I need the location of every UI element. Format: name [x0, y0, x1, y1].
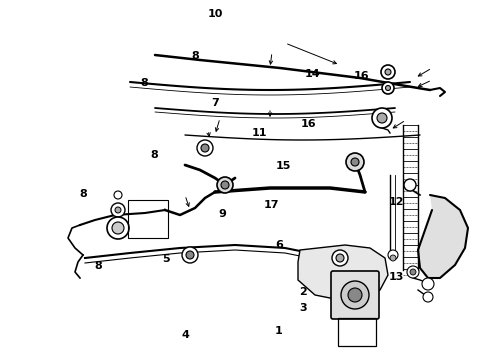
Circle shape	[371, 108, 391, 128]
Text: 10: 10	[207, 9, 223, 19]
Circle shape	[115, 207, 121, 213]
Circle shape	[422, 292, 432, 302]
Circle shape	[409, 269, 415, 275]
Circle shape	[346, 153, 363, 171]
Text: 17: 17	[263, 200, 279, 210]
Text: 11: 11	[251, 128, 266, 138]
Text: 2: 2	[299, 287, 306, 297]
Text: 13: 13	[387, 272, 403, 282]
Circle shape	[380, 65, 394, 79]
Circle shape	[217, 177, 232, 193]
Circle shape	[406, 266, 418, 278]
Text: 16: 16	[300, 119, 315, 129]
Circle shape	[381, 82, 393, 94]
Text: 3: 3	[299, 303, 306, 313]
Circle shape	[201, 144, 208, 152]
Text: 16: 16	[353, 71, 369, 81]
Circle shape	[340, 281, 368, 309]
Circle shape	[185, 251, 194, 259]
Circle shape	[347, 288, 361, 302]
Circle shape	[376, 113, 386, 123]
Text: 7: 7	[211, 98, 219, 108]
Circle shape	[221, 181, 228, 189]
Polygon shape	[417, 195, 467, 278]
Circle shape	[387, 250, 397, 260]
Circle shape	[421, 278, 433, 290]
Text: 15: 15	[275, 161, 291, 171]
Text: 8: 8	[79, 189, 87, 199]
Circle shape	[182, 247, 198, 263]
Text: 8: 8	[191, 51, 199, 61]
Text: 6: 6	[274, 240, 282, 250]
Text: 8: 8	[94, 261, 102, 271]
Circle shape	[350, 158, 358, 166]
Circle shape	[107, 217, 129, 239]
Text: 5: 5	[162, 254, 170, 264]
Circle shape	[403, 179, 415, 191]
Text: 8: 8	[140, 78, 148, 88]
Circle shape	[112, 222, 124, 234]
Circle shape	[335, 254, 343, 262]
Circle shape	[111, 203, 125, 217]
Circle shape	[197, 140, 213, 156]
Circle shape	[331, 250, 347, 266]
Bar	[128, 200, 168, 238]
Circle shape	[384, 69, 390, 75]
Text: 4: 4	[182, 330, 189, 340]
Polygon shape	[297, 245, 387, 300]
Circle shape	[385, 86, 390, 90]
Bar	[337, 318, 375, 346]
Text: 8: 8	[150, 150, 158, 160]
Text: 9: 9	[218, 209, 226, 219]
Text: 1: 1	[274, 326, 282, 336]
Circle shape	[114, 191, 122, 199]
Circle shape	[389, 255, 395, 261]
Text: 12: 12	[387, 197, 403, 207]
Text: 14: 14	[305, 69, 320, 79]
FancyBboxPatch shape	[330, 271, 378, 319]
